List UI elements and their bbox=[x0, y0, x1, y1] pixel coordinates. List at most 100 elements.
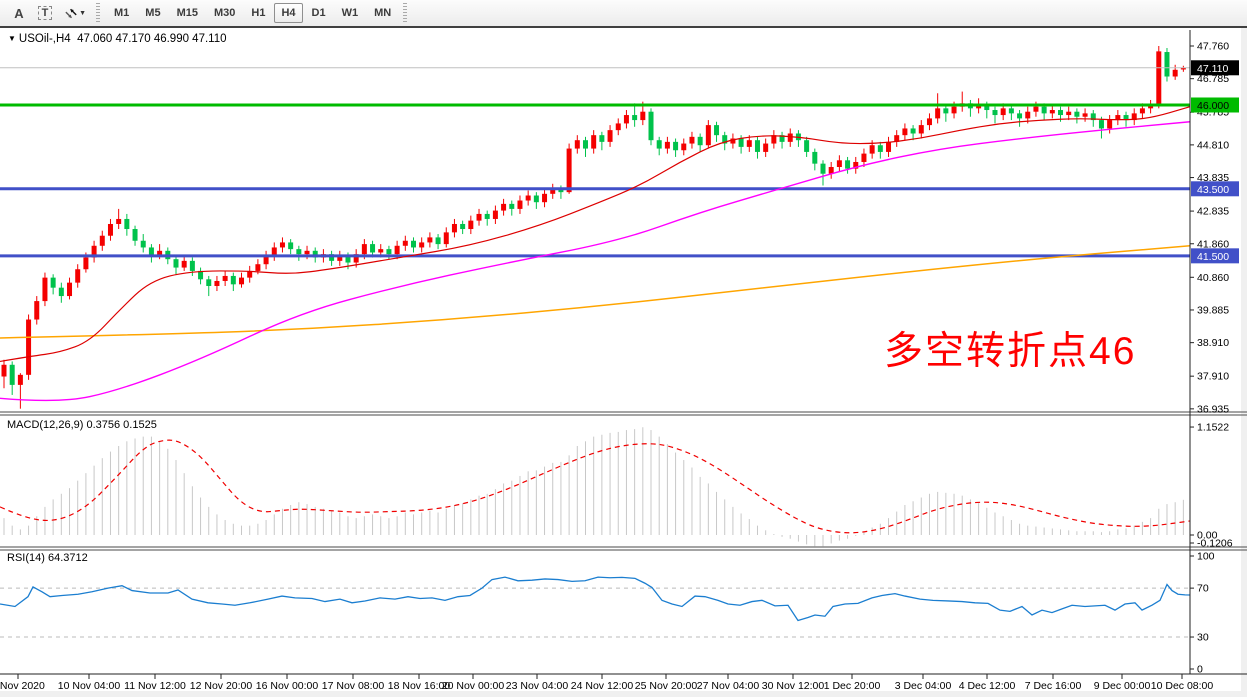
timeframe-button-w1[interactable]: W1 bbox=[335, 3, 366, 23]
candle-body bbox=[345, 255, 351, 263]
candle-body bbox=[1156, 51, 1162, 105]
price-tick-label: 47.760 bbox=[1197, 41, 1229, 53]
rsi-axis-label: 70 bbox=[1197, 583, 1209, 595]
candle-body bbox=[853, 161, 859, 169]
candle-body bbox=[705, 125, 711, 146]
candle-body bbox=[460, 223, 466, 230]
chart-annotation-text[interactable]: 多空转折点46 bbox=[884, 330, 1137, 373]
candle-body bbox=[812, 151, 818, 164]
candle-body bbox=[58, 287, 64, 297]
label-tool-button[interactable]: A bbox=[6, 2, 32, 24]
level-41.500-badge-label: 41.500 bbox=[1197, 251, 1229, 263]
candle-body bbox=[787, 133, 793, 142]
chevron-down-icon: ▼ bbox=[79, 9, 86, 17]
time-tick-label: 12 Nov 20:00 bbox=[190, 680, 253, 692]
macd-indicator-label: MACD(12,26,9) 0.3756 0.1525 bbox=[7, 419, 157, 431]
candle-body bbox=[615, 123, 621, 131]
arrows-tool-button[interactable]: ▼ bbox=[58, 2, 92, 24]
candle-body bbox=[222, 275, 228, 281]
candle-body bbox=[935, 108, 941, 119]
candle-body bbox=[910, 128, 916, 134]
symbol-dropdown-icon[interactable]: ▼ bbox=[8, 34, 16, 43]
candle-body bbox=[582, 140, 588, 149]
candle-body bbox=[288, 242, 294, 250]
candle-body bbox=[599, 135, 605, 142]
candle-body bbox=[501, 203, 507, 211]
candle-body bbox=[1, 364, 7, 377]
candle-body bbox=[886, 141, 892, 152]
candle-body bbox=[664, 141, 670, 149]
rsi-indicator-label: RSI(14) 64.3712 bbox=[7, 552, 88, 564]
time-tick-label: 10 Dec 08:00 bbox=[1151, 680, 1214, 692]
timeframe-button-h4[interactable]: H4 bbox=[274, 3, 303, 23]
candle-body bbox=[75, 269, 81, 283]
bottom-margin bbox=[0, 691, 1247, 697]
candle-body bbox=[877, 145, 883, 152]
level-43.500-badge bbox=[1191, 181, 1239, 197]
text-tool-icon: T bbox=[37, 6, 53, 20]
candle-body bbox=[656, 140, 662, 149]
text-tool-button[interactable]: T bbox=[32, 2, 58, 24]
candle-body bbox=[304, 250, 310, 255]
timeframe-button-mn[interactable]: MN bbox=[367, 3, 398, 23]
candle-body bbox=[1139, 108, 1145, 114]
time-tick-label: 1 Dec 20:00 bbox=[824, 680, 881, 692]
ma-fast-red bbox=[0, 106, 1191, 363]
candle-body bbox=[984, 104, 990, 111]
time-tick-label: 9 Dec 00:00 bbox=[1094, 680, 1151, 692]
candle-body bbox=[1008, 108, 1014, 114]
candle-body bbox=[140, 240, 146, 248]
candle-body bbox=[558, 188, 564, 193]
candle-body bbox=[1098, 120, 1104, 129]
candle-body bbox=[714, 125, 720, 136]
candle-body bbox=[689, 136, 695, 144]
candle-body bbox=[1148, 104, 1154, 109]
timeframe-button-d1[interactable]: D1 bbox=[305, 3, 333, 23]
price-tick-label: 37.910 bbox=[1197, 371, 1229, 383]
toolbar-separator bbox=[96, 3, 100, 23]
candle-body bbox=[370, 244, 376, 253]
candle-body bbox=[1172, 69, 1178, 77]
candle-body bbox=[17, 374, 23, 385]
time-tick-label: 23 Nov 04:00 bbox=[506, 680, 569, 692]
candle-body bbox=[427, 237, 433, 243]
candle-body bbox=[1017, 113, 1023, 119]
rsi-axis-label: 0 bbox=[1197, 664, 1203, 676]
macd-axis-label: 0.00 bbox=[1197, 530, 1218, 542]
candle-body bbox=[509, 203, 515, 209]
time-tick-label: 24 Nov 12:00 bbox=[571, 680, 634, 692]
timeframe-button-m30[interactable]: M30 bbox=[207, 3, 242, 23]
candle-body bbox=[206, 279, 212, 287]
timeframe-bar: M1 M5 M15 M30 H1 H4 D1 W1 MN bbox=[106, 3, 399, 23]
candle-body bbox=[1107, 120, 1113, 129]
candle-body bbox=[1123, 115, 1129, 121]
timeframe-button-m15[interactable]: M15 bbox=[170, 3, 205, 23]
time-tick-label: 3 Dec 04:00 bbox=[895, 680, 952, 692]
symbol-name: USOil-,H4 bbox=[18, 33, 71, 45]
candle-body bbox=[255, 264, 261, 271]
timeframe-button-m1[interactable]: M1 bbox=[107, 3, 136, 23]
candle-body bbox=[976, 104, 982, 109]
candle-body bbox=[1180, 67, 1186, 70]
timeframe-button-m5[interactable]: M5 bbox=[138, 3, 167, 23]
candle-body bbox=[1090, 113, 1096, 121]
candle-body bbox=[779, 135, 785, 142]
candle-body bbox=[91, 245, 97, 258]
price-tick-label: 36.935 bbox=[1197, 403, 1229, 415]
ohlc-values: 47.060 47.170 46.990 47.110 bbox=[77, 33, 227, 45]
candle-body bbox=[542, 193, 548, 203]
candle-body bbox=[337, 255, 343, 261]
chart-canvas[interactable]: 47.76046.78545.78544.81043.83542.83541.8… bbox=[0, 28, 1247, 697]
candle-body bbox=[738, 138, 744, 147]
price-tick-label: 41.860 bbox=[1197, 238, 1229, 250]
timeframe-button-h1[interactable]: H1 bbox=[244, 3, 272, 23]
candle-body bbox=[836, 160, 842, 168]
candle-body bbox=[771, 135, 777, 144]
time-tick-label: 18 Nov 16:00 bbox=[388, 680, 451, 692]
current-price-badge bbox=[1191, 60, 1239, 76]
rsi-line bbox=[0, 576, 1191, 622]
candle-body bbox=[632, 115, 638, 121]
candle-body bbox=[681, 143, 687, 151]
candle-body bbox=[468, 220, 474, 230]
candle-body bbox=[50, 277, 56, 288]
